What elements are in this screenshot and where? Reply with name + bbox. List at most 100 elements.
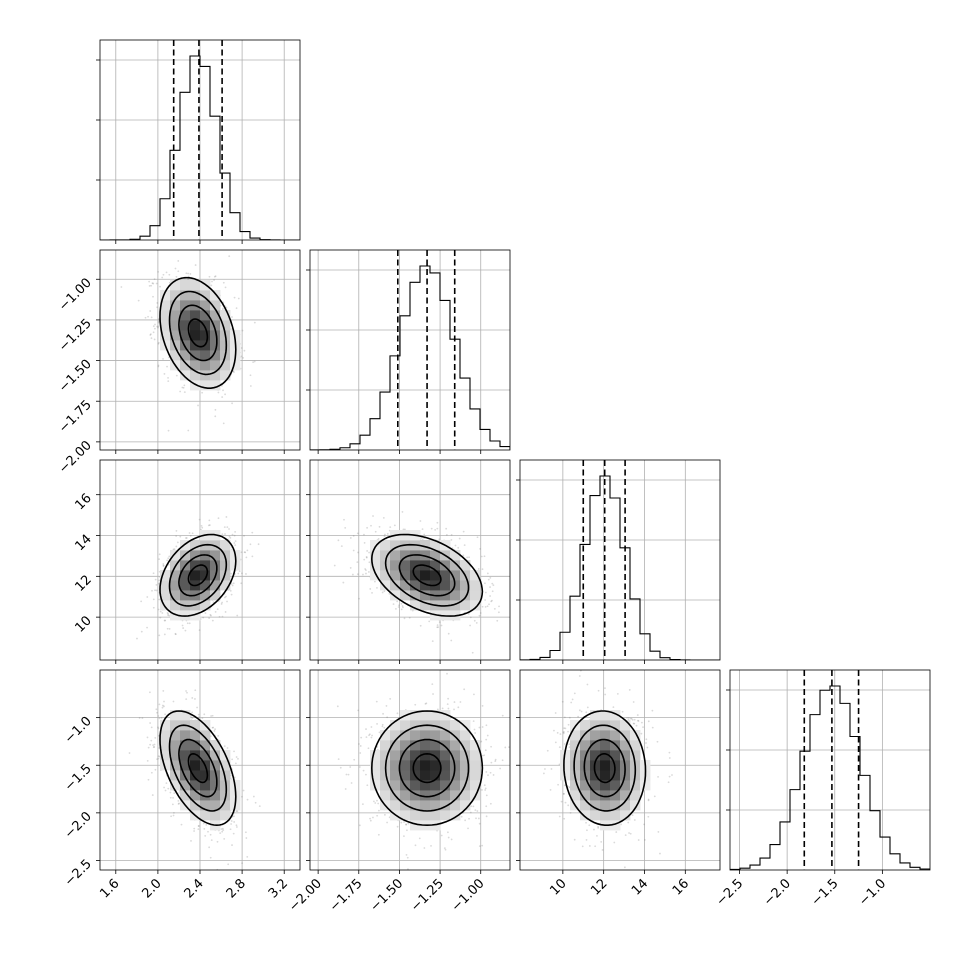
density-cell: [450, 750, 461, 761]
x-tick-label: 2.0: [139, 876, 164, 901]
scatter-point: [483, 555, 486, 558]
density-cell: [210, 300, 221, 311]
scatter-point: [242, 789, 245, 792]
density-cell: [620, 790, 631, 801]
scatter-point: [246, 549, 249, 552]
scatter-point: [366, 550, 369, 552]
density-cell: [440, 760, 451, 771]
density-cell: [580, 800, 591, 811]
scatter-point: [245, 837, 248, 839]
density-cell: [220, 560, 231, 571]
scatter-point: [204, 612, 207, 614]
density-cell: [430, 810, 441, 821]
scatter-point: [564, 727, 567, 730]
scatter-point: [164, 713, 167, 716]
scatter-point: [151, 282, 154, 285]
scatter-point: [436, 527, 439, 530]
scatter-point: [400, 602, 403, 605]
scatter-point: [385, 705, 388, 707]
density-cell: [420, 580, 431, 591]
density-cell: [400, 730, 411, 741]
scatter-point: [558, 815, 561, 818]
scatter-point: [217, 734, 220, 737]
scatter-point: [659, 852, 661, 855]
scatter-point: [628, 832, 630, 834]
scatter-point: [156, 302, 159, 304]
scatter-point: [601, 849, 604, 851]
scatter-point: [403, 617, 406, 620]
scatter-point: [167, 429, 170, 432]
density-cell: [170, 350, 181, 361]
density-cell: [190, 780, 201, 791]
density-cell: [630, 790, 641, 801]
y-tick-label: −1.0: [62, 714, 95, 747]
scatter-point: [643, 823, 645, 826]
density-cell: [190, 330, 201, 341]
scatter-point: [181, 624, 184, 627]
density-cell: [410, 740, 421, 751]
scatter-point: [243, 534, 245, 537]
scatter-point: [450, 838, 453, 841]
density-cell: [190, 730, 201, 741]
density-cell: [200, 330, 211, 341]
scatter-point: [191, 532, 194, 535]
panel-1-1: [306, 249, 511, 454]
density-cell: [190, 350, 201, 361]
scatter-point: [197, 828, 200, 831]
scatter-point: [343, 518, 345, 521]
density-cell: [200, 730, 211, 741]
density-cell: [390, 560, 401, 571]
scatter-point: [472, 720, 475, 722]
scatter-point: [563, 716, 566, 719]
scatter-point: [369, 588, 372, 590]
scatter-point: [557, 783, 559, 786]
density-cell: [210, 580, 221, 591]
scatter-point: [147, 315, 149, 318]
density-cell: [410, 810, 421, 821]
density-cell: [430, 540, 441, 551]
density-cell: [620, 730, 631, 741]
density-cell: [420, 770, 431, 781]
scatter-point: [149, 691, 151, 694]
scatter-point: [667, 781, 670, 784]
panel-content: [336, 672, 510, 870]
scatter-point: [226, 747, 229, 749]
scatter-point: [163, 619, 166, 622]
scatter-point: [549, 788, 552, 791]
density-cell: [170, 580, 181, 591]
scatter-point: [229, 777, 232, 780]
scatter-point: [240, 582, 243, 585]
density-cell: [630, 730, 641, 741]
scatter-point: [478, 845, 481, 848]
density-cell: [410, 590, 421, 601]
scatter-point: [374, 580, 376, 583]
density-cell: [210, 800, 221, 811]
scatter-point: [155, 589, 158, 592]
y-tick-label: 14: [73, 532, 95, 554]
scatter-point: [472, 805, 475, 808]
scatter-point: [469, 616, 472, 619]
density-cell: [430, 770, 441, 781]
scatter-point: [173, 792, 176, 795]
density-cell: [590, 780, 601, 791]
panel-frame: [99, 249, 301, 451]
density-cell: [210, 330, 221, 341]
scatter-point: [485, 738, 488, 741]
density-cell: [400, 740, 411, 751]
scatter-point: [370, 726, 373, 728]
scatter-point: [352, 549, 355, 552]
y-tick-label: −2.5: [62, 857, 95, 890]
scatter-point: [425, 702, 428, 705]
scatter-point: [172, 814, 175, 817]
scatter-point: [153, 746, 156, 748]
scatter-point: [211, 726, 214, 729]
scatter-point: [484, 599, 487, 601]
scatter-point: [585, 711, 588, 714]
density-cell: [400, 720, 411, 731]
scatter-point: [253, 360, 256, 363]
scatter-point: [558, 763, 561, 766]
x-tick-label: −1.0: [856, 876, 889, 909]
y-tick-label: −1.25: [56, 316, 95, 355]
density-cell: [190, 750, 201, 761]
density-cell: [390, 550, 401, 561]
